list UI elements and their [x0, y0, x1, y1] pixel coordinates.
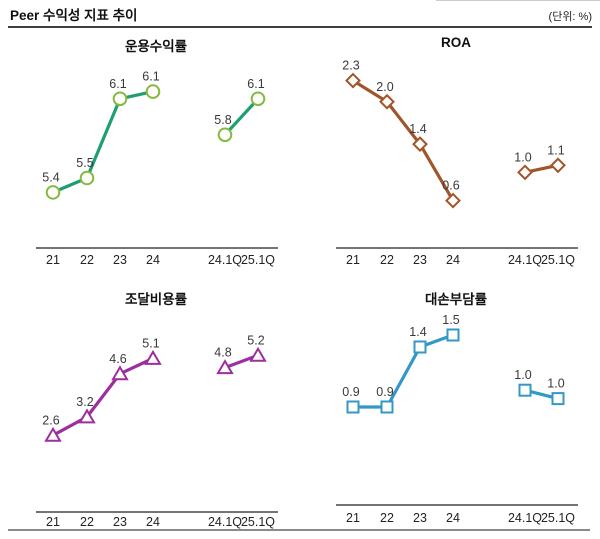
series-line: [351, 333, 455, 409]
data-point-label: 5.8: [214, 113, 231, 127]
data-point-marker-square: [413, 340, 427, 354]
x-axis-tick-label: 21: [346, 253, 360, 267]
data-point-label: 4.8: [214, 346, 231, 360]
data-point-label: 6.1: [109, 77, 126, 91]
data-point-label: 2.3: [342, 59, 359, 73]
data-point-label: 3.2: [76, 395, 93, 409]
x-axis-tick-label: 22: [380, 253, 394, 267]
data-point-marker-square: [518, 383, 532, 397]
data-point-label: 1.4: [409, 325, 426, 339]
x-axis-tick-label: 21: [46, 253, 60, 267]
data-point-marker-circle: [250, 91, 266, 107]
data-point-marker-diamond: [379, 93, 395, 110]
data-point-marker-triangle: [111, 365, 129, 381]
x-axis-tick-label: 22: [80, 515, 94, 529]
data-point-label: 0.9: [342, 385, 359, 399]
top-right-border-line: [436, 0, 600, 1]
x-axis-tick-label: 24.1Q: [208, 515, 242, 529]
x-axis-tick-label: 24.1Q: [508, 511, 542, 525]
x-axis-tick-label: 23: [413, 511, 427, 525]
data-point-label: 2.6: [42, 413, 59, 427]
data-point-marker-triangle: [78, 408, 96, 424]
series-line: [51, 356, 155, 437]
chart-title: ROA: [441, 35, 471, 50]
x-axis-tick-label: 23: [113, 253, 127, 267]
data-point-label: 1.0: [514, 368, 531, 382]
figure-header: Peer 수익성 지표 추이 (단위: %): [0, 0, 600, 30]
x-axis-tick-label: 24: [146, 253, 160, 267]
x-axis-tick-label: 24.1Q: [208, 253, 242, 267]
header-divider: [8, 26, 592, 28]
data-point-label: 1.1: [547, 143, 564, 157]
data-point-marker-triangle: [216, 359, 234, 375]
x-axis-tick-label: 23: [113, 515, 127, 529]
data-point-label: 5.1: [142, 336, 159, 350]
series-line: [51, 89, 155, 194]
data-point-marker-square: [446, 328, 460, 342]
data-point-label: 0.9: [376, 385, 393, 399]
data-point-marker-circle: [145, 84, 161, 99]
x-axis-tick-label: 22: [380, 511, 394, 525]
data-point-marker-square: [380, 400, 394, 414]
data-point-marker-square: [551, 392, 565, 406]
x-axis-tick-label: 23: [413, 253, 427, 267]
data-point-marker-diamond: [412, 136, 428, 153]
data-point-label: 5.2: [247, 333, 264, 347]
chart-title: 운용수익률: [124, 39, 188, 54]
unit-label: (단위: %): [548, 11, 592, 23]
data-point-label: 6.1: [142, 70, 159, 84]
x-axis-tick-label: 22: [80, 253, 94, 267]
chart-cell-credit-cost: 대손부담률 21 22 23 24 24.1Q 25.1Q 0.9 0.9 1.4 1.5 1.0 1…: [300, 283, 600, 531]
data-point-marker-circle: [217, 127, 233, 143]
data-point-marker-diamond: [345, 72, 361, 89]
data-point-label: 1.0: [547, 377, 564, 391]
data-point-marker-circle: [112, 91, 128, 107]
data-point-label: 1.0: [514, 150, 531, 164]
x-axis-tick-label: 24: [146, 515, 160, 529]
data-point-label: 1.4: [409, 122, 426, 136]
x-axis-tick-label: 24: [446, 511, 460, 525]
data-point-label: 5.4: [42, 170, 59, 184]
data-point-marker-square: [346, 400, 360, 414]
chart-cell-operating-yield: 운용수익률 21 22 23 24 24.1Q 25.1Q 5.4 5.5 6.1 6.1 5.8 6…: [0, 30, 300, 283]
data-point-label: 6.1: [247, 77, 264, 91]
x-axis-tick-label: 25.1Q: [241, 515, 275, 529]
chart-cell-funding-cost: 조달비용률 21 22 23 24 24.1Q 25.1Q 2.6 3.2 4.6 5.1 4.8 5…: [0, 283, 300, 531]
data-point-marker-triangle: [44, 426, 62, 442]
series-line: [351, 78, 455, 203]
x-axis-tick-label: 21: [46, 515, 60, 529]
figure-title: Peer 수익성 지표 추이: [10, 8, 138, 23]
data-point-marker-triangle: [144, 349, 162, 365]
data-point-marker-diamond: [517, 164, 533, 181]
data-point-marker-diamond: [445, 192, 461, 209]
x-axis-tick-label: 25.1Q: [541, 253, 575, 267]
x-axis-tick-label: 24.1Q: [508, 253, 542, 267]
data-point-label: 4.6: [109, 352, 126, 366]
data-point-marker-circle: [45, 185, 61, 200]
data-point-label: 0.6: [442, 179, 459, 193]
x-axis-tick-label: 21: [346, 511, 360, 525]
data-point-label: 1.5: [442, 313, 459, 327]
x-axis-tick-label: 25.1Q: [241, 253, 275, 267]
chart-title: 대손부담률: [424, 292, 488, 307]
chart-cell-roa: ROA 21 22 23 24 24.1Q 25.1Q 2.3 2.0 1.4 0.6 1.0 1.1: [300, 30, 600, 283]
bottom-divider: [8, 529, 590, 531]
data-point-marker-triangle: [249, 346, 267, 362]
series-line: [223, 97, 260, 137]
data-point-marker-diamond: [550, 157, 566, 174]
x-axis-tick-label: 25.1Q: [541, 511, 575, 525]
chart-title: 조달비용률: [124, 292, 188, 307]
data-point-marker-circle: [79, 170, 95, 186]
data-point-label: 5.5: [76, 156, 93, 170]
x-axis-tick-label: 24: [446, 253, 460, 267]
data-point-label: 2.0: [376, 80, 393, 94]
